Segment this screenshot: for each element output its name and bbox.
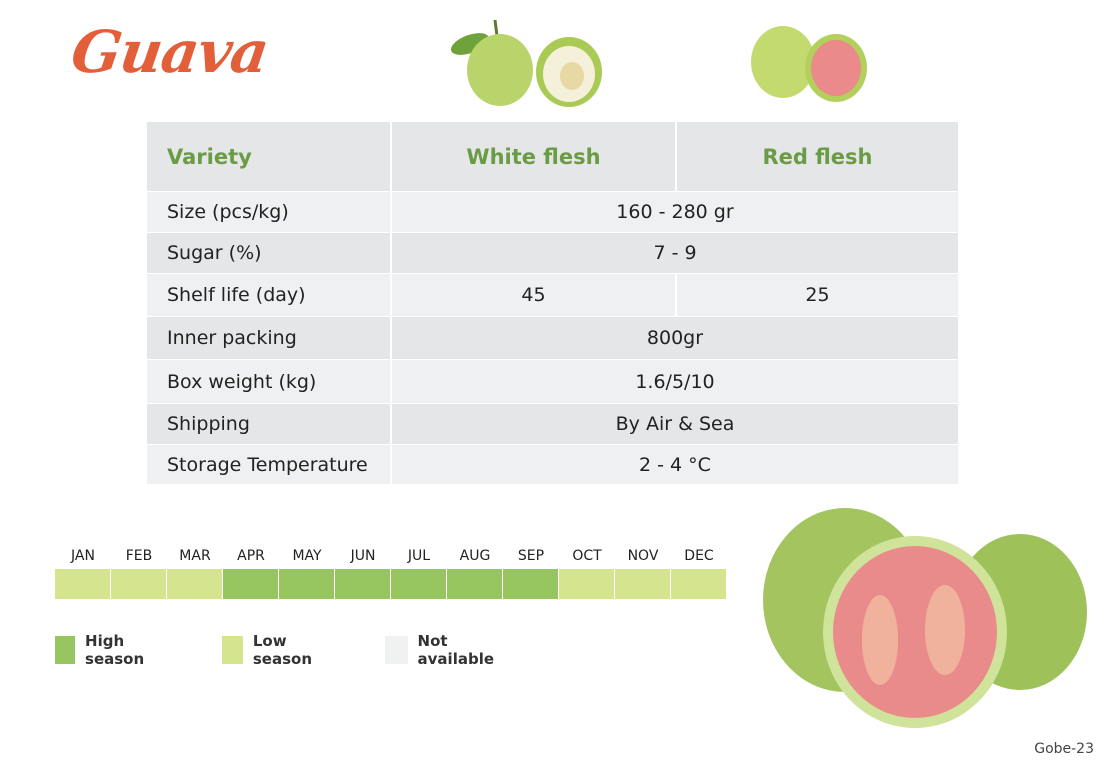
legend-item: Low season (222, 632, 321, 668)
month-status (671, 569, 726, 599)
month-label: DEC (684, 548, 714, 564)
month-label: JAN (71, 548, 95, 564)
table-row: Shelf life (day) 45 25 (147, 273, 958, 316)
row-label: Shelf life (day) (167, 284, 306, 306)
cell-value: 7 - 9 (390, 233, 958, 273)
month-status (223, 569, 278, 599)
table-row: Size (pcs/kg) 160 - 280 gr (147, 191, 958, 232)
month-label: APR (237, 548, 265, 564)
row-label: Box weight (kg) (167, 370, 317, 393)
legend-item: High season (55, 632, 154, 668)
legend-label: Low season (252, 632, 313, 668)
month-status (447, 569, 502, 599)
month-status (111, 569, 166, 599)
cell-value: 1.6/5/10 (390, 360, 958, 403)
column-header: White flesh (390, 122, 675, 191)
cell-value: 160 - 280 gr (390, 192, 958, 232)
month-label: FEB (125, 548, 153, 564)
row-label: Storage Temperature (167, 453, 368, 476)
table-row: Sugar (%) 7 - 9 (147, 232, 958, 273)
row-label: Inner packing (167, 327, 297, 349)
white-guava-image (450, 19, 602, 107)
month-label: MAY (292, 548, 322, 564)
legend-item: Not available (385, 632, 501, 668)
page-number: Gobe-23 (1034, 741, 1094, 757)
month-status (55, 569, 110, 599)
table-row: Shipping By Air & Sea (147, 403, 958, 444)
column-header: Red flesh (675, 122, 958, 191)
spec-table: Variety White flesh Red flesh Size (pcs/kg)… (147, 122, 958, 484)
table-row: Storage Temperature 2 - 4 °C (147, 444, 958, 484)
red-guava-image (751, 26, 867, 102)
legend-label: Not available (417, 632, 495, 668)
month-status (615, 569, 670, 599)
legend-label: High season (85, 632, 145, 668)
row-label: Sugar (%) (167, 242, 262, 264)
legend-swatch (222, 636, 243, 664)
month-label: JUL (407, 548, 431, 564)
month-status (559, 569, 614, 599)
month-status (335, 569, 390, 599)
month-label: JUN (350, 548, 376, 564)
month-label: SEP (517, 548, 545, 564)
month-status (167, 569, 222, 599)
legend-swatch (385, 636, 408, 664)
month-status (279, 569, 334, 599)
cell-value: 2 - 4 °C (390, 445, 958, 484)
month-label: MAR (179, 548, 211, 564)
month-label: NOV (627, 548, 659, 564)
cell-value: 800gr (390, 317, 958, 359)
table-row: Inner packing 800gr (147, 316, 958, 359)
month-label: AUG (459, 548, 491, 564)
row-label: Size (pcs/kg) (167, 201, 289, 223)
large-guava-image (763, 508, 1087, 728)
column-header: Variety (147, 122, 390, 191)
month-status (391, 569, 446, 599)
legend-swatch (55, 636, 76, 664)
table-row: Box weight (kg) 1.6/5/10 (147, 359, 958, 403)
row-label: Shipping (167, 413, 250, 435)
month-status (503, 569, 558, 599)
cell-value: 25 (675, 274, 958, 316)
cell-value: By Air & Sea (390, 404, 958, 444)
month-label: OCT (572, 548, 602, 564)
header-row: Variety White flesh Red flesh (147, 122, 958, 191)
cell-value: 45 (390, 274, 675, 316)
